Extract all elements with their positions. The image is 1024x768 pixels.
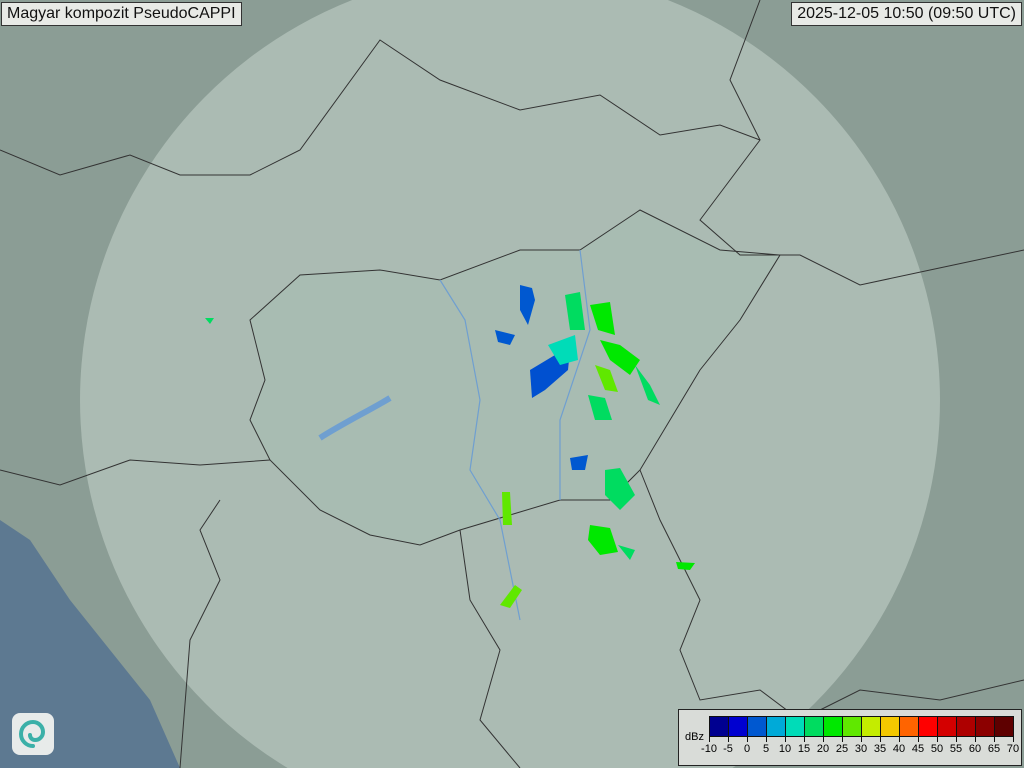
timestamp: 2025-12-05 10:50 (09:50 UTC) [791,2,1022,26]
lake-balaton [318,395,392,441]
color-swatch [995,717,1013,736]
color-swatch [957,717,976,736]
tick-label: 30 [854,743,868,755]
tick-label: 45 [911,743,925,755]
dbz-color-legend: dBz -10 -5 0 5 10 15 20 25 30 35 40 45 50 55 60 65 70 [678,709,1022,766]
tick-label: 55 [949,743,963,755]
tick-mark [728,737,729,742]
tick-label: 20 [816,743,830,755]
color-swatch [748,717,767,736]
tick-label: 70 [1006,743,1020,755]
tick-label: 0 [743,743,751,755]
color-swatch [786,717,805,736]
tick-mark [899,737,900,742]
adriatic-sea [0,520,180,768]
color-swatch [900,717,919,736]
tick-mark [804,737,805,742]
color-swatch [862,717,881,736]
tick-label: 65 [987,743,1001,755]
color-swatch [938,717,957,736]
tick-mark [842,737,843,742]
color-scale-bar [709,716,1014,737]
color-swatch [976,717,995,736]
tick-mark [766,737,767,742]
tick-label: 10 [778,743,792,755]
product-title: Magyar kompozit PseudoCAPPI [1,2,242,26]
tick-label: 35 [873,743,887,755]
tick-mark [918,737,919,742]
hungary-region [250,210,780,545]
color-swatch [843,717,862,736]
tick-mark [1013,737,1014,742]
tick-label: -10 [701,743,717,755]
color-swatch [729,717,748,736]
color-swatch [824,717,843,736]
tick-mark [956,737,957,742]
tick-mark [880,737,881,742]
swirl-logo-icon [12,713,54,755]
tick-label: 15 [797,743,811,755]
tick-label: 60 [968,743,982,755]
legend-unit: dBz [685,731,704,743]
tick-mark [861,737,862,742]
tick-mark [823,737,824,742]
color-swatch [805,717,824,736]
tick-mark [709,737,710,742]
tick-mark [785,737,786,742]
radar-echoes [205,285,695,608]
color-swatch [919,717,938,736]
tick-mark [747,737,748,742]
color-swatch [881,717,900,736]
tick-label: 25 [835,743,849,755]
legend-ticks: -10 -5 0 5 10 15 20 25 30 35 40 45 50 55 60 65 70 [701,737,1019,757]
tick-label: 5 [762,743,770,755]
tick-label: 40 [892,743,906,755]
color-swatch [710,717,729,736]
color-swatch [767,717,786,736]
tick-label: 50 [930,743,944,755]
rivers [439,249,591,621]
tick-mark [975,737,976,742]
tick-mark [937,737,938,742]
tick-label: -5 [723,743,733,755]
tick-mark [994,737,995,742]
